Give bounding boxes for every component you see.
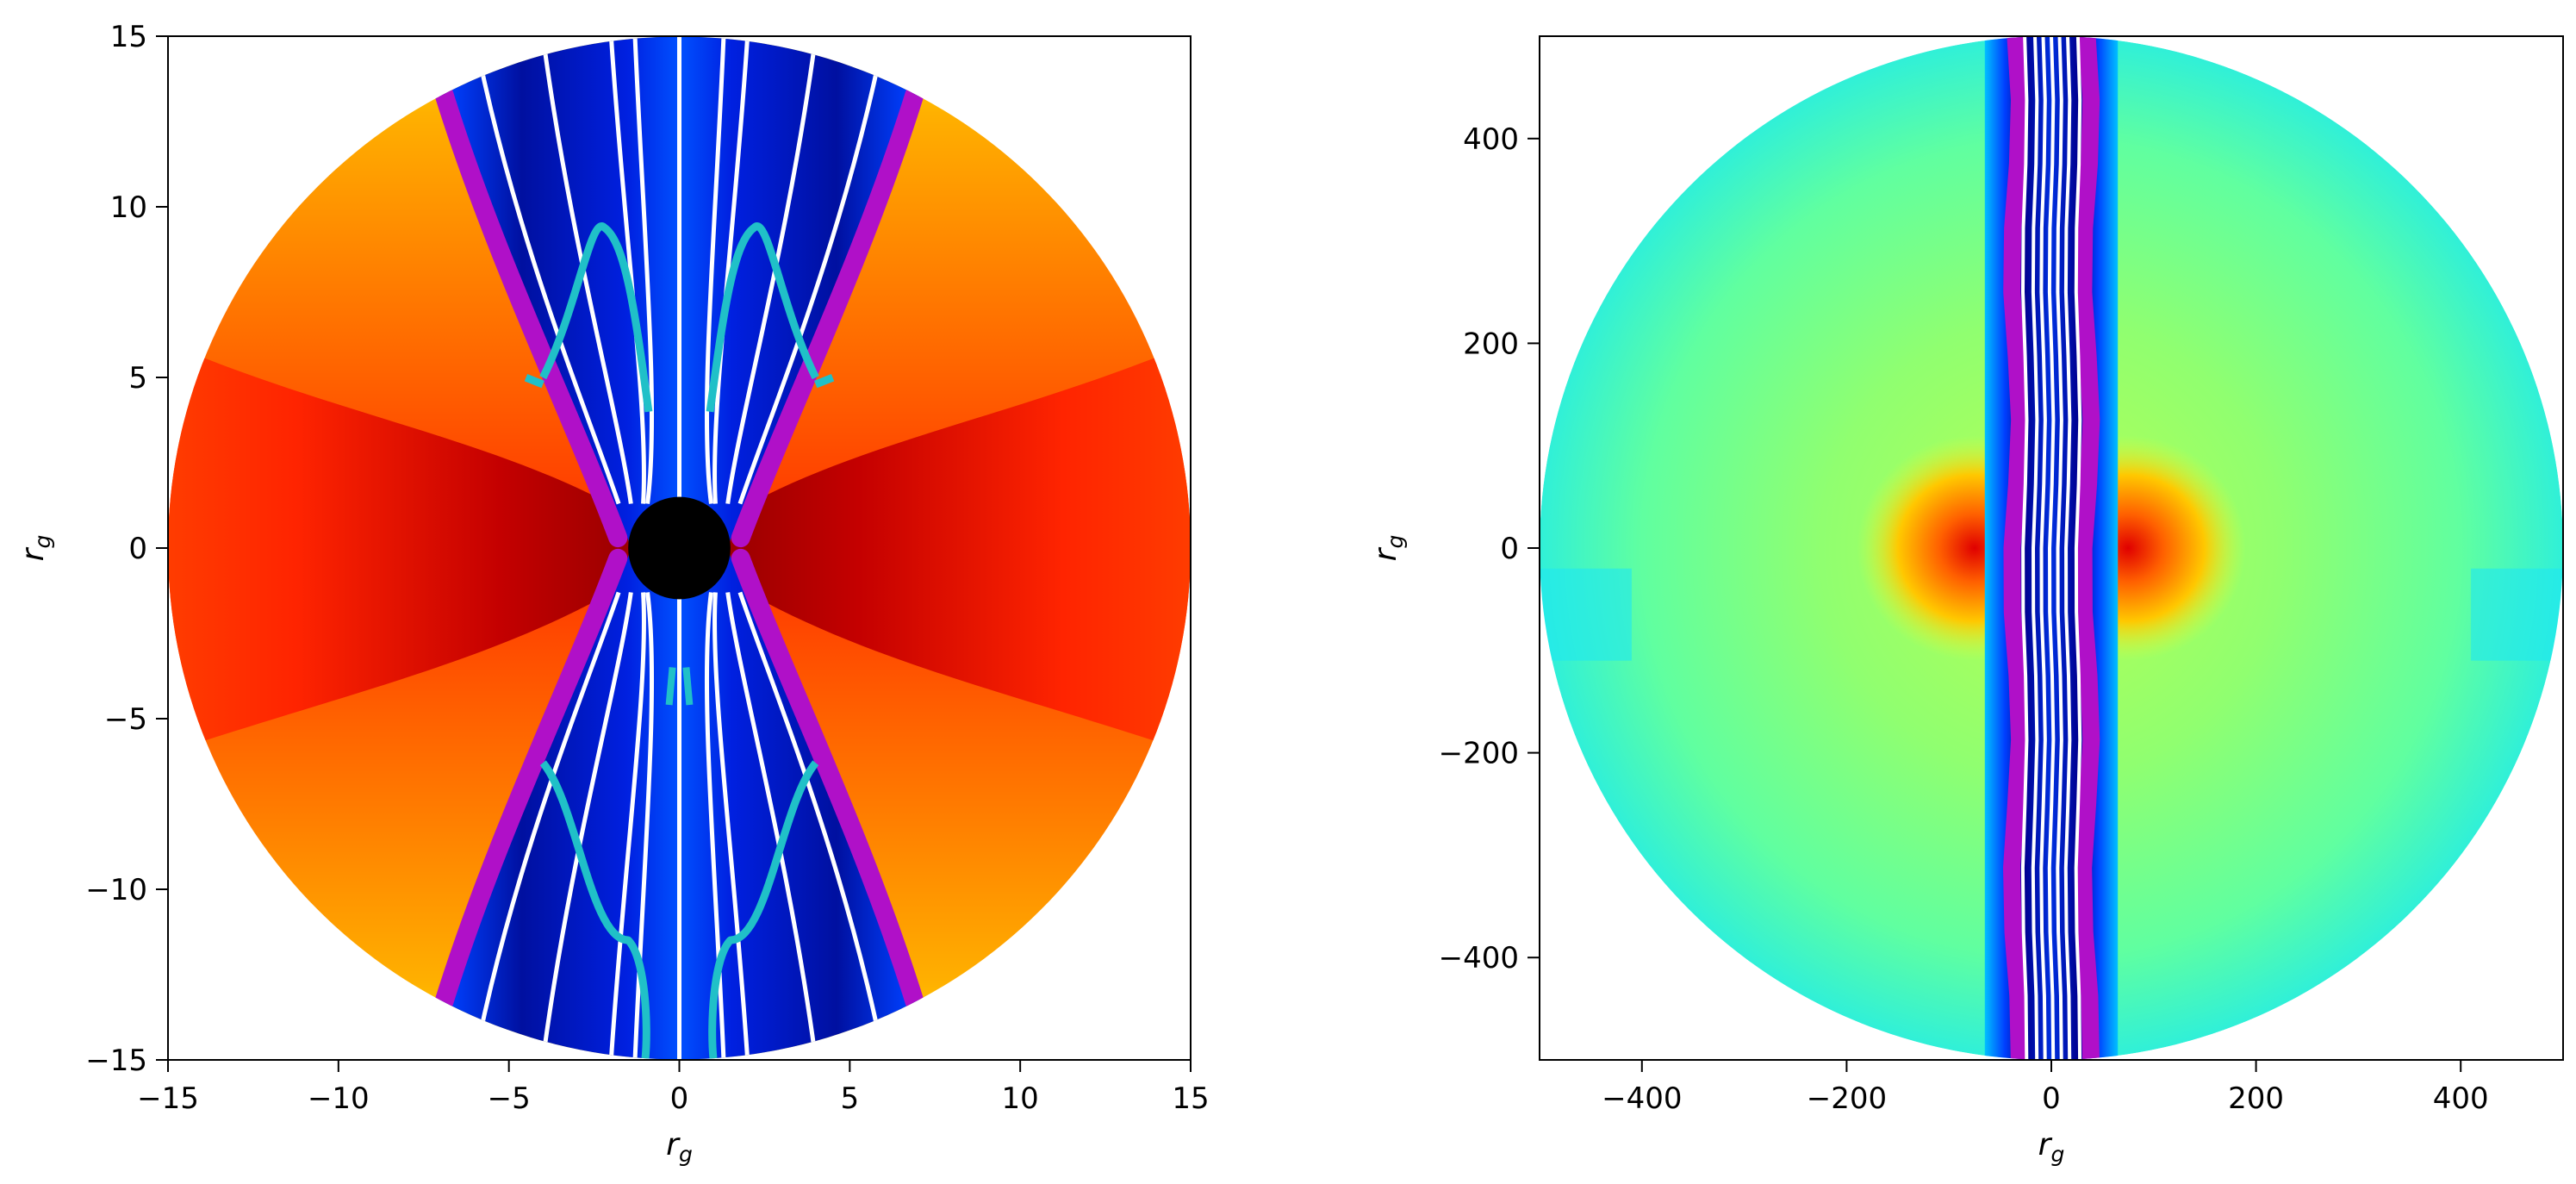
y-tick-label: −5 bbox=[104, 702, 147, 737]
y-tick-label: 400 bbox=[1463, 122, 1519, 157]
right-y-axis-label: rg bbox=[1368, 535, 1408, 562]
black-hole-horizon bbox=[628, 496, 731, 600]
panel-left: −15 −10 −5 0 5 10 15 −15 −10 −5 0 5 10 15 rg rg bbox=[16, 20, 1210, 1167]
field-line bbox=[2047, 36, 2056, 1060]
contour-line bbox=[539, 760, 650, 1060]
y-tick-label: −400 bbox=[1439, 941, 1519, 975]
contour-line bbox=[682, 667, 694, 706]
contour-line bbox=[706, 222, 819, 413]
field-line bbox=[737, 36, 887, 505]
right-x-ticks: −400 −200 0 200 400 bbox=[1602, 1060, 2489, 1116]
x-tick-label: −5 bbox=[488, 1081, 531, 1116]
jet-boundary bbox=[434, 548, 628, 1012]
left-y-axis-label: rg bbox=[16, 535, 55, 562]
x-tick-label: −400 bbox=[1602, 1081, 1682, 1116]
x-tick-label: −10 bbox=[308, 1081, 370, 1116]
field-line bbox=[2031, 36, 2039, 1060]
accretion-disk-right bbox=[679, 343, 1191, 753]
y-tick-label: −10 bbox=[85, 873, 147, 907]
jet-boundary bbox=[731, 84, 924, 548]
left-y-ticks: −15 −10 −5 0 5 10 15 bbox=[85, 20, 168, 1078]
x-tick-label: 0 bbox=[670, 1081, 689, 1116]
contour-line bbox=[539, 222, 653, 413]
jet-boundary bbox=[434, 84, 628, 548]
contour-line bbox=[708, 760, 819, 1060]
y-tick-label: 15 bbox=[110, 20, 147, 54]
x-tick-label: 15 bbox=[1172, 1081, 1209, 1116]
left-field-lines bbox=[434, 36, 924, 1060]
right-y-ticks: −400 −200 0 200 400 bbox=[1439, 122, 1540, 975]
x-tick-label: 5 bbox=[841, 1081, 860, 1116]
field-line bbox=[472, 36, 621, 505]
x-tick-label: 400 bbox=[2433, 1081, 2489, 1116]
jet-boundary bbox=[2002, 36, 2029, 1060]
x-tick-label: 200 bbox=[2228, 1081, 2284, 1116]
field-line bbox=[737, 591, 887, 1060]
field-line bbox=[704, 36, 726, 504]
y-tick-label: −200 bbox=[1439, 737, 1519, 771]
field-line bbox=[540, 36, 633, 504]
field-line bbox=[725, 36, 818, 504]
y-tick-label: 10 bbox=[110, 190, 147, 225]
field-line bbox=[2020, 36, 2029, 1060]
x-tick-label: 0 bbox=[2042, 1081, 2061, 1116]
x-tick-label: −15 bbox=[137, 1081, 199, 1116]
accretion-disk-left bbox=[168, 343, 680, 753]
y-tick-label: 0 bbox=[128, 532, 147, 566]
contour-line bbox=[665, 667, 676, 706]
field-line bbox=[2074, 36, 2082, 1060]
y-tick-label: −15 bbox=[85, 1044, 147, 1078]
equatorial-streak-right bbox=[2471, 568, 2563, 661]
right-x-axis-label: rg bbox=[2038, 1127, 2065, 1167]
y-tick-label: 0 bbox=[1500, 532, 1519, 566]
field-line bbox=[725, 592, 818, 1060]
y-tick-label: 200 bbox=[1463, 327, 1519, 361]
jet-boundary bbox=[2075, 36, 2100, 1060]
field-line bbox=[608, 592, 646, 1060]
y-tick-label: 5 bbox=[128, 361, 147, 396]
jet-boundary bbox=[731, 548, 924, 1012]
field-line bbox=[540, 592, 633, 1060]
left-x-axis-label: rg bbox=[666, 1127, 693, 1167]
contour-line bbox=[524, 373, 544, 389]
field-line bbox=[2039, 36, 2047, 1060]
left-x-ticks: −15 −10 −5 0 5 10 15 bbox=[137, 1060, 1210, 1116]
field-line bbox=[472, 591, 621, 1060]
equatorial-streak-left bbox=[1540, 568, 1632, 661]
contour-line bbox=[814, 373, 835, 389]
right-field-lines bbox=[2002, 36, 2100, 1060]
field-line bbox=[632, 36, 655, 504]
field-line bbox=[2056, 36, 2063, 1060]
x-tick-label: 10 bbox=[1002, 1081, 1039, 1116]
x-tick-label: −200 bbox=[1807, 1081, 1887, 1116]
field-line bbox=[712, 592, 750, 1060]
panel-right: −400 −200 0 200 400 −400 −200 0 200 400 rg rg bbox=[1368, 35, 2564, 1167]
field-line bbox=[2063, 36, 2072, 1060]
